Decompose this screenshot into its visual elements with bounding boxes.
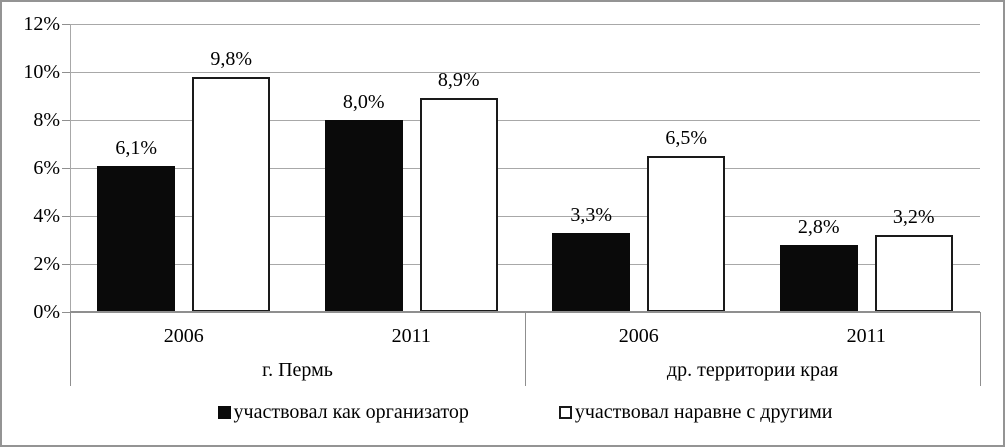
bar-value-label: 8,9% [437,69,480,92]
category-label: 2006 [163,325,204,347]
y-tick [62,215,70,217]
y-tick [62,71,70,73]
bar [552,232,631,312]
gridline [70,215,980,217]
bar [419,98,498,312]
gridline [70,23,980,25]
gridline [70,119,980,121]
bar [874,235,953,312]
gridline [70,167,980,169]
bar-value-label: 3,3% [570,203,613,226]
bar [324,120,403,312]
bar [779,244,858,312]
y-axis-line [70,24,71,312]
y-tick-label: 12% [23,13,60,35]
bar-value-label: 6,1% [115,136,158,159]
y-tick-label: 10% [23,61,60,83]
y-tick-label: 6% [33,157,60,179]
y-tick-label: 8% [33,109,60,131]
category-label: 2006 [618,325,659,347]
group-label: г. Пермь [262,359,333,381]
y-tick [62,23,70,25]
category-label: 2011 [846,325,886,347]
bar-value-label: 9,8% [210,47,253,70]
group-label: др. территории края [666,359,839,381]
y-tick [62,167,70,169]
bar [192,76,271,312]
group-separator [979,312,981,386]
bar-value-label: 3,2% [892,206,935,229]
group-separator [524,312,526,386]
bar-value-label: 6,5% [665,127,708,149]
y-tick-label: 2% [33,253,60,275]
y-tick-label: 0% [33,301,60,323]
bar [97,165,176,312]
legend-label: участвовал как организатор [233,401,469,423]
bar-value-label: 8,0% [342,91,385,113]
legend-item: участвовал наравне с другими [558,400,833,424]
gridline [70,263,980,265]
bar-value-label: 2,8% [797,215,840,238]
y-tick [62,311,70,313]
y-tick-label: 4% [33,205,60,227]
legend-white-square-icon [558,405,572,419]
legend-item: участвовал как организатор [217,400,469,424]
category-label: 2011 [391,325,431,347]
legend-label: участвовал наравне с другими [574,401,833,423]
y-tick [62,263,70,265]
legend-black-square-icon [217,405,231,419]
legend: участвовал как организатор участвовал нар… [70,400,980,424]
group-separator [69,312,71,386]
y-tick [62,119,70,121]
gridline [70,71,980,73]
bar [647,156,726,312]
